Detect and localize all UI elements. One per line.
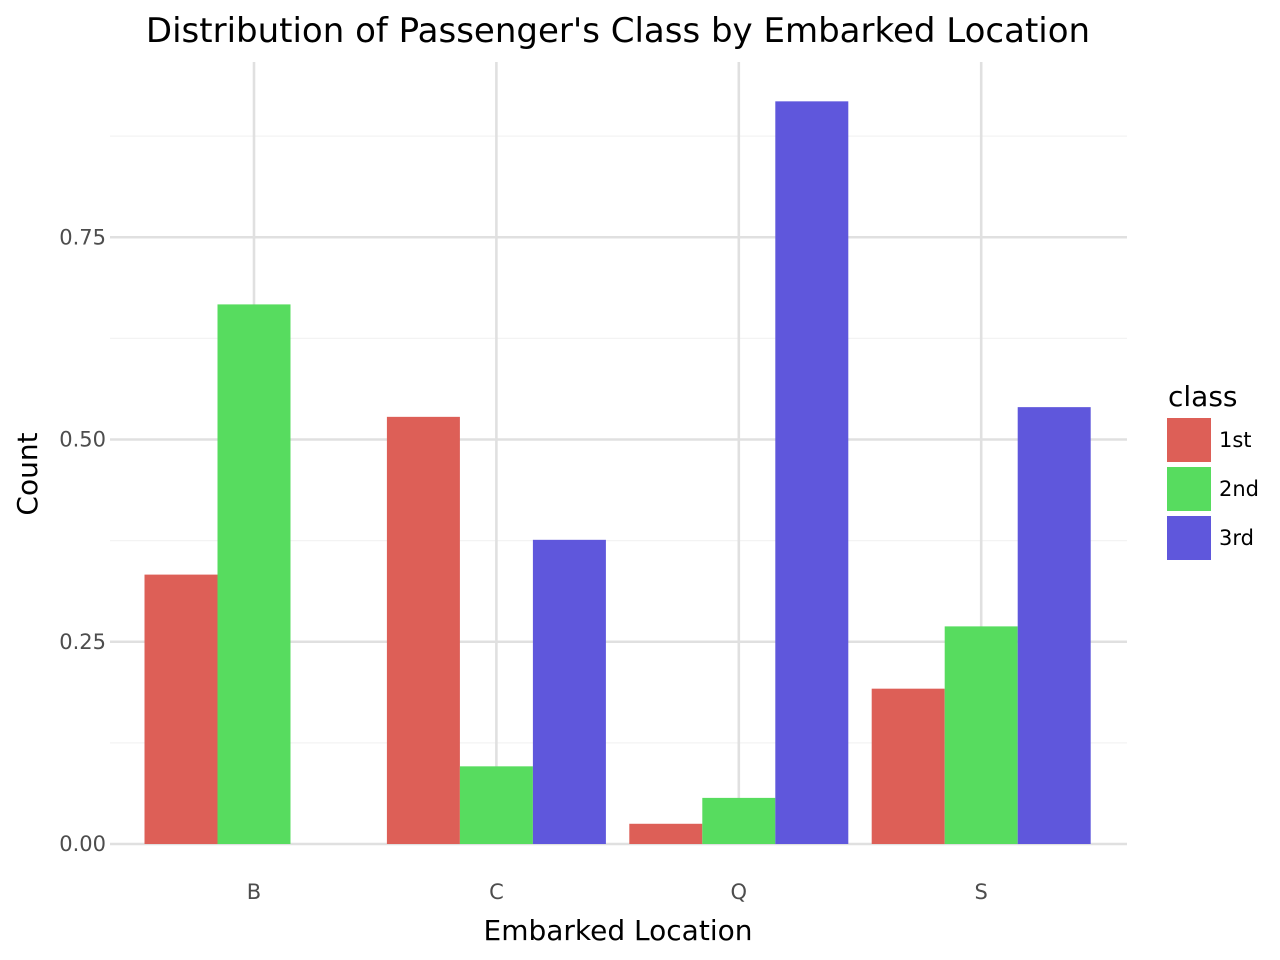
y-tick-label: 0.25: [59, 630, 106, 654]
bar-S-3rd: [1017, 407, 1091, 844]
x-tick-label: S: [975, 880, 988, 904]
y-tick-label: 0.00: [59, 832, 106, 856]
legend-swatch-3rd: [1167, 516, 1211, 560]
bar-S-2nd: [944, 626, 1018, 844]
legend-label-3rd: 3rd: [1219, 526, 1254, 550]
y-tick-label: 0.75: [59, 225, 106, 249]
y-axis-title: Count: [11, 432, 44, 515]
bar-B-1st: [144, 574, 218, 844]
bar-Q-3rd: [775, 101, 849, 844]
bar-Q-2nd: [702, 797, 776, 844]
bar-S-1st: [871, 688, 945, 844]
bar-Q-1st: [629, 823, 703, 844]
bar-C-3rd: [532, 539, 606, 844]
y-axis-ticks: 0.00 0.25 0.50 0.75: [59, 225, 106, 856]
bar-C-2nd: [459, 766, 533, 844]
legend-swatch-2nd: [1167, 467, 1211, 511]
bars: [144, 101, 1091, 845]
legend-title: class: [1168, 380, 1238, 413]
legend-swatch-1st: [1167, 418, 1211, 462]
legend-items: 1st 2nd 3rd: [1167, 418, 1259, 560]
x-tick-label: Q: [731, 880, 748, 904]
bar-C-1st: [386, 416, 460, 844]
legend-label-1st: 1st: [1219, 428, 1252, 452]
x-tick-label: C: [489, 880, 504, 904]
chart-title: Distribution of Passenger's Class by Emb…: [146, 11, 1090, 51]
x-tick-label: B: [247, 880, 261, 904]
x-axis-title: Embarked Location: [484, 914, 753, 947]
y-tick-label: 0.50: [59, 428, 106, 452]
legend: class 1st 2nd 3rd: [1167, 380, 1259, 560]
legend-label-2nd: 2nd: [1219, 477, 1259, 501]
bar-B-2nd: [217, 304, 291, 845]
